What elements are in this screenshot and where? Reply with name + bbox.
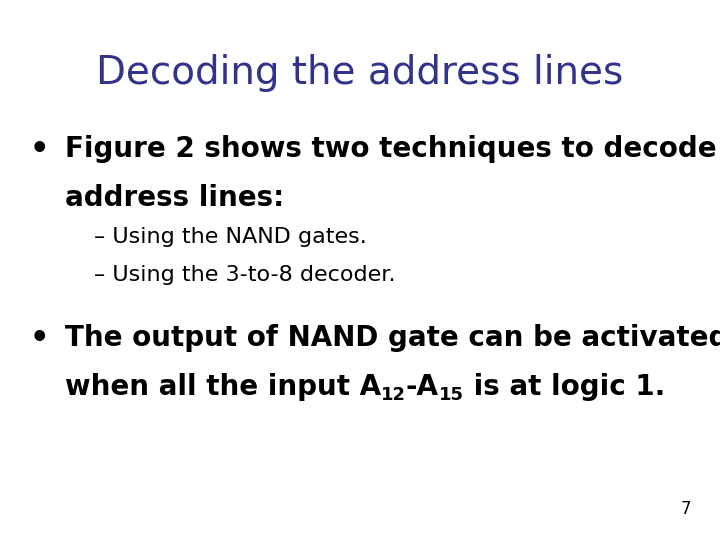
Text: The output of NAND gate can be activated: The output of NAND gate can be activated [65, 324, 720, 352]
Text: •: • [30, 324, 50, 353]
Text: – Using the NAND gates.: – Using the NAND gates. [94, 227, 366, 247]
Text: 15: 15 [439, 386, 464, 404]
Text: – Using the 3-to-8 decoder.: – Using the 3-to-8 decoder. [94, 265, 395, 285]
Text: is at logic 1.: is at logic 1. [464, 373, 665, 401]
Text: Decoding the address lines: Decoding the address lines [96, 54, 624, 92]
Text: -A: -A [406, 373, 439, 401]
Text: 7: 7 [680, 501, 691, 518]
Text: Figure 2 shows two techniques to decode: Figure 2 shows two techniques to decode [65, 135, 716, 163]
Text: address lines:: address lines: [65, 184, 284, 212]
Text: 12: 12 [381, 386, 406, 404]
Text: •: • [30, 135, 50, 164]
Text: when all the input A: when all the input A [65, 373, 381, 401]
